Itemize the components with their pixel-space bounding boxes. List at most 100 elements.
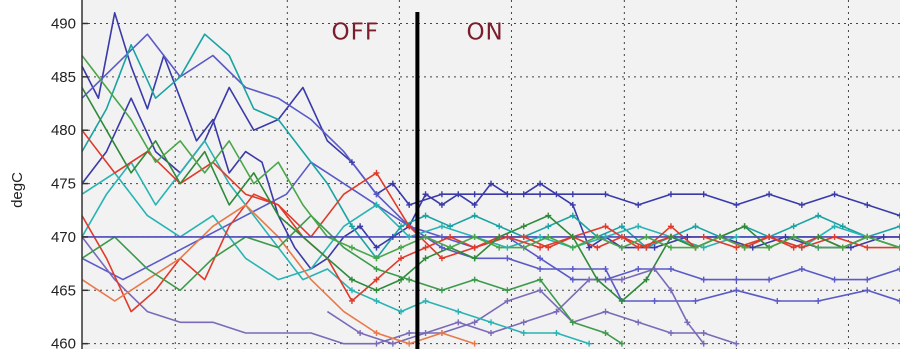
series-8-marker-13 (504, 244, 511, 251)
series-10-marker-16 (602, 223, 609, 230)
series-7-marker-13 (398, 308, 405, 315)
series-line-3 (81, 161, 900, 302)
series-12-marker-16 (471, 255, 478, 262)
series-0-marker-25 (488, 180, 494, 187)
series-0-marker-37 (749, 244, 756, 251)
series-6-marker-33 (897, 223, 900, 230)
series-10-marker-22 (798, 244, 805, 251)
series-12-marker-30 (815, 233, 822, 240)
y-axis-label: degC (9, 172, 26, 208)
series-2-marker-25 (897, 265, 900, 272)
series-10-marker-11 (438, 255, 445, 262)
series-1-marker-24 (733, 201, 740, 208)
y-axis-ticks: 460 465 470 475 480 485 490 (51, 15, 88, 349)
series-11-marker-10 (406, 340, 413, 347)
series-1-marker-11 (348, 159, 355, 166)
series-8-marker-14 (537, 233, 544, 240)
series-2-marker-9 (373, 191, 380, 198)
series-12-marker-27 (741, 223, 748, 230)
series-9-marker-24 (667, 223, 674, 230)
series-5-marker-3 (422, 329, 429, 336)
series-4-marker-20 (733, 340, 740, 347)
series-14-marker-16 (471, 233, 478, 240)
series-7-marker-11 (348, 287, 355, 294)
series-7-marker-15 (455, 308, 462, 315)
series-11-marker-9 (373, 329, 380, 336)
series-14-marker-14 (422, 233, 429, 240)
series-7-marker-17 (520, 329, 527, 336)
series-3-marker-10 (438, 244, 445, 251)
plot-background (82, 0, 900, 349)
y-tick-label-1: 465 (51, 282, 76, 299)
series-0-marker-17 (357, 223, 364, 230)
series-14-marker-15 (447, 244, 454, 251)
series-14-marker-22 (618, 244, 625, 251)
series-14-marker-18 (520, 244, 527, 251)
series-12-marker-11 (348, 276, 355, 283)
series-14-marker-21 (594, 233, 601, 240)
series-line-14 (81, 55, 900, 260)
series-5-marker-13 (700, 340, 707, 347)
series-10-marker-13 (504, 233, 511, 240)
series-5-marker-7 (553, 308, 560, 315)
series-8-marker-16 (602, 233, 609, 240)
series-10-marker-9 (373, 169, 380, 176)
series-5-marker-5 (488, 329, 494, 336)
series-14-marker-13 (398, 244, 405, 251)
series-13-marker-12 (471, 276, 478, 283)
series-11-marker-11 (438, 329, 445, 336)
series-0-marker-23 (455, 191, 462, 198)
series-12-marker-13 (398, 276, 405, 283)
series-5-marker-9 (618, 276, 625, 283)
series-6-marker-31 (839, 223, 846, 230)
series-0-marker-18 (373, 244, 380, 251)
series-1-marker-16 (471, 191, 478, 198)
series-2-marker-18 (667, 265, 674, 272)
series-9-marker-13 (398, 255, 405, 262)
series-5-marker-8 (586, 276, 593, 283)
series-9-marker-22 (618, 233, 625, 240)
series-10-marker-21 (766, 233, 773, 240)
series-6-marker-14 (422, 212, 429, 219)
series-2-marker-20 (733, 276, 740, 283)
series-0-marker-38 (782, 233, 789, 240)
series-7-marker-19 (586, 340, 593, 347)
series-1-marker-19 (569, 191, 576, 198)
series-5-marker-4 (455, 319, 462, 326)
series-0-marker-27 (520, 191, 527, 198)
series-13-marker-16 (602, 329, 609, 336)
y-tick-label-4: 480 (51, 122, 76, 139)
series-9-marker-29 (790, 244, 797, 251)
series-0-marker-34 (651, 244, 658, 251)
series-0-marker-41 (880, 233, 887, 240)
series-13-marker-9 (373, 265, 380, 272)
series-1-marker-21 (635, 201, 642, 208)
series-markers (348, 159, 900, 347)
series-3-marker-22 (864, 287, 871, 294)
series-12-marker-14 (422, 255, 429, 262)
series-2-marker-23 (831, 276, 838, 283)
series-9-marker-12 (373, 276, 380, 283)
series-14-marker-23 (643, 233, 650, 240)
series-3-marker-17 (651, 297, 658, 304)
series-9-marker-11 (348, 297, 355, 304)
series-2-marker-24 (864, 276, 871, 283)
series-8-marker-23 (831, 223, 838, 230)
series-1-marker-25 (766, 191, 773, 198)
series-0-marker-21 (422, 191, 429, 198)
series-6-marker-19 (545, 223, 552, 230)
y-tick-label-5: 485 (51, 69, 76, 86)
series-1-marker-13 (389, 180, 396, 187)
series-7-marker-16 (488, 319, 494, 326)
y-tick-label-2: 470 (51, 229, 76, 246)
series-0-marker-24 (471, 201, 478, 208)
series-1-marker-22 (667, 191, 674, 198)
series-7-marker-14 (422, 297, 429, 304)
series-10-marker-24 (864, 244, 871, 251)
series-6-marker-30 (815, 212, 822, 219)
y-tick-label-3: 475 (51, 176, 76, 193)
series-14-marker-29 (790, 233, 797, 240)
series-14-marker-26 (717, 233, 724, 240)
series-6-marker-22 (618, 223, 625, 230)
series-3-marker-23 (897, 297, 900, 304)
